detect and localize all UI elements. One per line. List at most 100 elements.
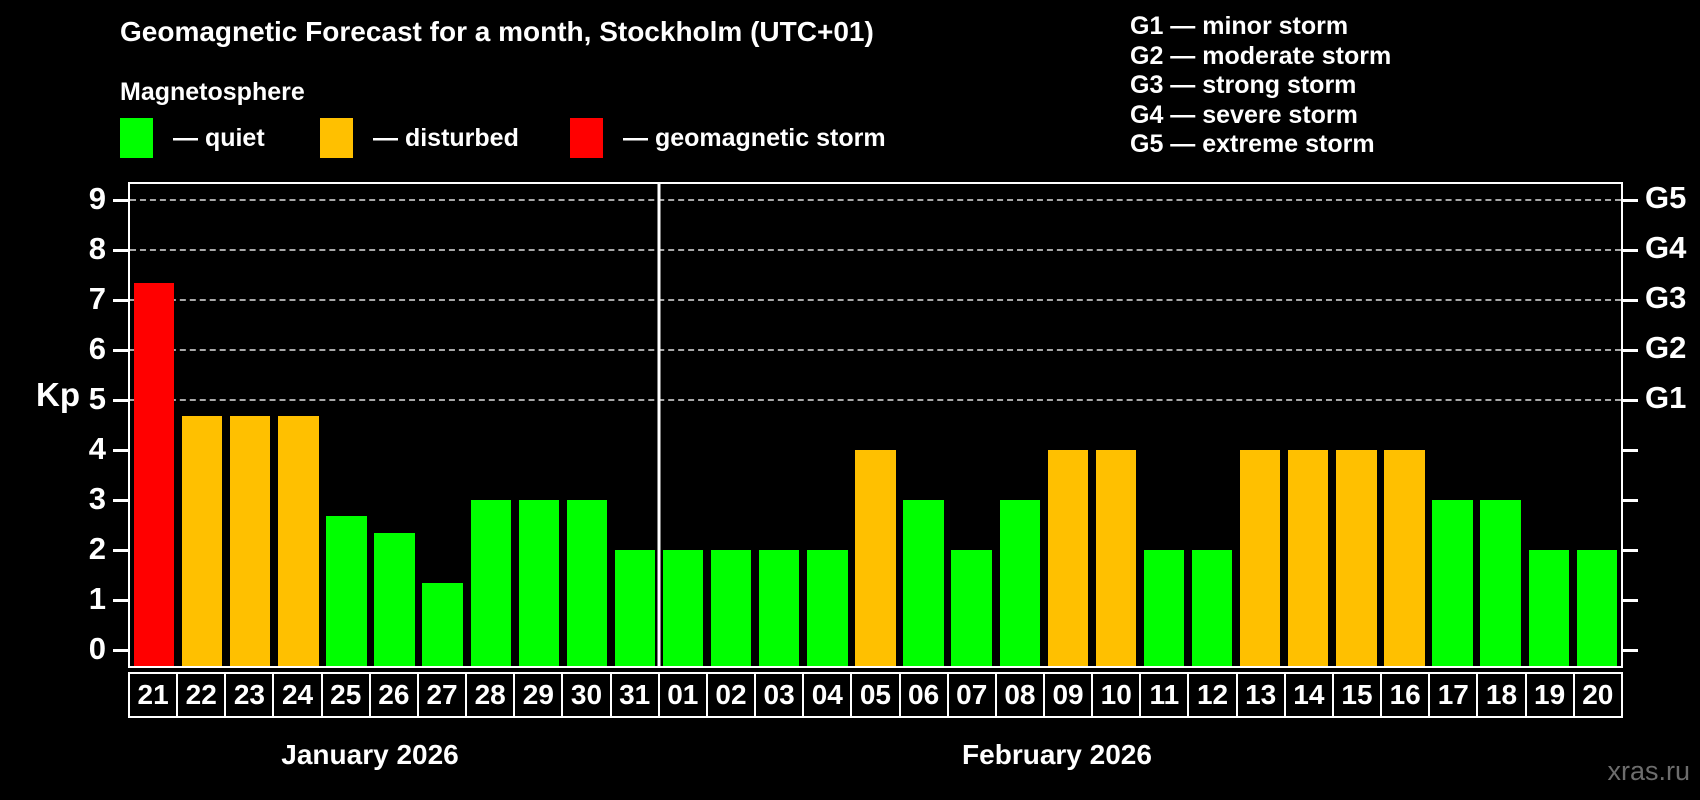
- date-cell-30: 30: [561, 672, 612, 718]
- kp-bar-day-29: [518, 500, 559, 666]
- bar-slot: [1429, 184, 1477, 666]
- y-axis-tick-label: 1: [88, 581, 106, 616]
- gridline-kp7: [130, 299, 1621, 301]
- y-axis-tick-right: [1623, 649, 1638, 652]
- bar-slot: [370, 184, 418, 666]
- quiet-color-swatch: [120, 118, 153, 158]
- kp-bar-day-28: [470, 500, 511, 666]
- bar-slot: [659, 184, 707, 666]
- kp-bar-day-13: [1240, 450, 1281, 666]
- kp-bar-day-08: [999, 500, 1040, 666]
- y-axis-tick-left: [113, 399, 128, 402]
- kp-bar-day-20: [1576, 550, 1618, 666]
- date-cell-11: 11: [1139, 672, 1190, 718]
- gridline-kp9: [130, 199, 1621, 201]
- date-cell-20: 20: [1572, 672, 1623, 718]
- y-axis-tick-label: 0: [88, 631, 106, 666]
- y-axis-tick-label: 6: [88, 331, 106, 366]
- legend-item-label: — quiet: [173, 123, 265, 152]
- date-cell-08: 08: [994, 672, 1045, 718]
- y-axis-tick-left: [113, 649, 128, 652]
- month-label-1: February 2026: [962, 739, 1152, 770]
- kp-bar-day-01: [662, 550, 704, 666]
- bar-slot: [1044, 184, 1092, 666]
- date-cell-26: 26: [368, 672, 419, 718]
- y-axis-tick-left: [113, 299, 128, 302]
- date-cell-02: 02: [705, 672, 757, 718]
- date-cell-03: 03: [754, 672, 805, 718]
- y-axis-tick-label: 9: [88, 181, 106, 216]
- y-axis-tick-right: [1623, 449, 1638, 452]
- kp-bar-day-04: [807, 550, 848, 666]
- legend-item-label: — geomagnetic storm: [623, 123, 886, 152]
- kp-bar-day-02: [710, 550, 752, 666]
- g-level-label-g2: G2: [1645, 330, 1687, 365]
- y-axis-tick-right: [1623, 599, 1638, 602]
- kp-bar-day-21: [133, 283, 175, 666]
- g-scale-item: G5 — extreme storm: [1130, 130, 1375, 158]
- y-axis-tick-label: 8: [88, 231, 106, 266]
- kp-bar-day-07: [951, 550, 992, 666]
- storm-color-swatch: [570, 118, 603, 158]
- y-axis-tick-label: 7: [88, 281, 106, 316]
- y-axis-tick-label: 5: [88, 381, 106, 416]
- date-cell-23: 23: [224, 672, 275, 718]
- date-cell-12: 12: [1187, 672, 1238, 718]
- kp-bar-day-15: [1336, 450, 1377, 666]
- date-cell-04: 04: [802, 672, 853, 718]
- date-cell-22: 22: [176, 672, 227, 718]
- date-cell-13: 13: [1235, 672, 1286, 718]
- bar-slot: [1284, 184, 1332, 666]
- g-scale-item: G2 — moderate storm: [1130, 41, 1392, 70]
- date-cell-17: 17: [1428, 672, 1479, 718]
- date-cell-24: 24: [272, 672, 323, 718]
- bar-slot: [1477, 184, 1525, 666]
- bar-slot: [274, 184, 322, 666]
- bar-slot: [515, 184, 563, 666]
- bar-slot: [1188, 184, 1236, 666]
- date-cell-25: 25: [320, 672, 371, 718]
- bar-slot: [1525, 184, 1573, 666]
- g-level-label-g4: G4: [1645, 230, 1687, 265]
- y-axis-tick-right: [1623, 549, 1638, 552]
- bar-slot: [226, 184, 274, 666]
- kp-bar-day-30: [566, 500, 608, 666]
- kp-bar-day-17: [1432, 500, 1473, 666]
- kp-bar-day-14: [1288, 450, 1329, 666]
- date-cell-29: 29: [513, 672, 564, 718]
- date-cell-10: 10: [1091, 672, 1142, 718]
- gridline-kp6: [130, 349, 1621, 351]
- y-axis-tick-right: [1623, 499, 1638, 502]
- y-axis-tick-left: [113, 599, 128, 602]
- date-cell-09: 09: [1042, 672, 1094, 718]
- y-axis-tick-right: [1623, 249, 1638, 252]
- kp-bar-day-03: [759, 550, 800, 666]
- y-axis-tick-left: [113, 249, 128, 252]
- bar-slot: [900, 184, 948, 666]
- date-cell-01: 01: [657, 672, 708, 718]
- y-axis-tick-label: 2: [88, 531, 106, 566]
- gridline-kp8: [130, 249, 1621, 251]
- disturbed-color-swatch: [320, 118, 353, 158]
- date-axis: 21 22 23 24 25 26 27 28 29 30 31 01 02 03 04 05 06 07 08 09…: [128, 672, 1623, 718]
- bar-slot: [755, 184, 803, 666]
- bar-slot: [467, 184, 515, 666]
- g-scale-item: G3 — strong storm: [1130, 71, 1357, 99]
- magnetosphere-label: Magnetosphere: [120, 78, 305, 106]
- bar-slot: [851, 184, 899, 666]
- legend-item-disturbed: — disturbed: [320, 117, 519, 159]
- g-level-label-g1: G1: [1645, 380, 1687, 415]
- g-scale-item: G1 — minor storm: [1130, 12, 1349, 40]
- date-cell-28: 28: [465, 672, 516, 718]
- y-axis-tick-right: [1623, 299, 1638, 302]
- bar-slot: [1380, 184, 1428, 666]
- bar-slot: [1236, 184, 1284, 666]
- bar-slot: [322, 184, 370, 666]
- date-cell-15: 15: [1331, 672, 1383, 718]
- kp-bar-day-06: [903, 500, 944, 666]
- kp-bar-day-09: [1047, 450, 1089, 666]
- kp-bar-day-22: [181, 416, 223, 666]
- y-axis-tick-left: [113, 199, 128, 202]
- date-cell-31: 31: [609, 672, 660, 718]
